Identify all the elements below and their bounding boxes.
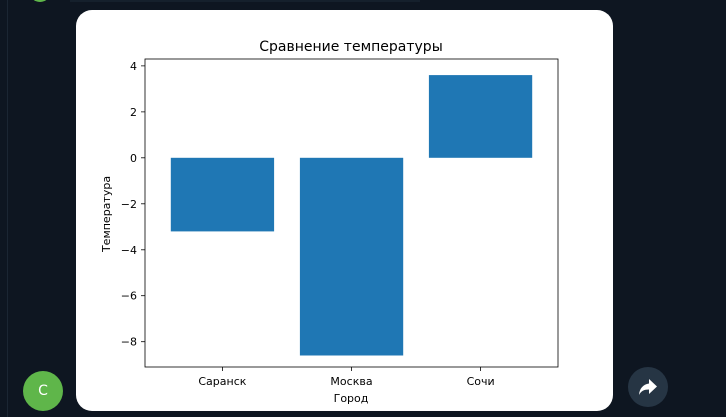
x-tick-label: Сочи (467, 375, 495, 388)
bar-3 (428, 75, 533, 158)
previous-avatar (29, 0, 51, 2)
avatar-initial: С (38, 383, 48, 399)
y-tick-label: 2 (130, 106, 137, 119)
sender-avatar[interactable]: С (23, 371, 63, 411)
chart-title: Сравнение температуры (259, 39, 443, 55)
bar-2 (299, 157, 404, 356)
forward-arrow-icon (639, 379, 657, 395)
y-tick-label: −8 (121, 336, 137, 349)
bar-chart: Сравнение температуры Температура Город … (100, 39, 559, 405)
image-message[interactable]: Сравнение температуры Температура Город … (76, 10, 613, 411)
y-tick-label: −6 (121, 290, 137, 303)
previous-message-edge (70, 0, 420, 2)
y-axis-label: Температура (100, 176, 113, 253)
bar-1 (170, 157, 275, 232)
y-tick-label: −4 (121, 244, 137, 257)
x-tick-label: Саранск (198, 375, 246, 388)
y-ticks-group: 4 2 0 −2 −4 −6 −8 (121, 60, 145, 349)
x-tick-label: Москва (330, 375, 372, 388)
axes-frame (144, 58, 559, 368)
sidebar-edge (7, 0, 8, 417)
x-ticks-group: Саранск Москва Сочи (198, 367, 495, 388)
y-tick-label: 0 (130, 152, 137, 165)
y-tick-label: −2 (121, 198, 137, 211)
y-tick-label: 4 (130, 60, 137, 73)
bars-group (170, 75, 533, 356)
x-axis-label: Город (334, 392, 369, 405)
forward-button[interactable] (628, 367, 668, 407)
